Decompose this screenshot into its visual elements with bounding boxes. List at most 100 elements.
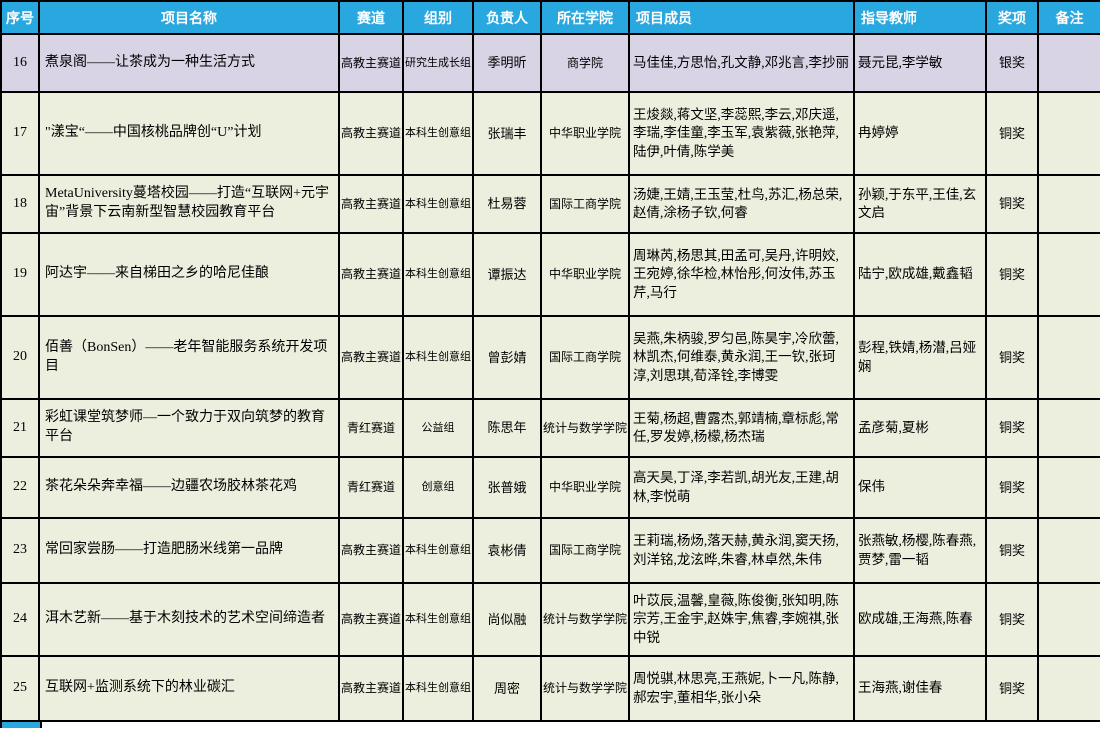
header-row: 序号 项目名称 赛道 组别 负责人 所在学院 项目成员 指导教师 奖项 备注 — [0, 0, 1100, 35]
cell-members: 王菊,杨超,曹露杰,郭靖楠,章标彪,常任,罗发婷,杨檬,杨杰瑞 — [628, 398, 855, 458]
cell-college: 中华职业学院 — [540, 232, 630, 317]
cell-college: 中华职业学院 — [540, 91, 630, 176]
cell-college: 国际工商学院 — [540, 517, 630, 584]
cell-award: 铜奖 — [985, 456, 1039, 519]
column-header-members: 项目成员 — [628, 0, 855, 35]
cell-remark — [1037, 582, 1100, 657]
cell-track: 高教主赛道 — [338, 91, 404, 176]
table-row: 24 洱木艺新——基于木刻技术的艺术空间缔造者 高教主赛道 本科生创意组 尚似融 统计与数… — [0, 582, 1100, 657]
table-row: 18 MetaUniversity蔓塔校园——打造“互联网+元宇宙”背景下云南新型… — [0, 174, 1100, 234]
cell-name: MetaUniversity蔓塔校园——打造“互联网+元宇宙”背景下云南新型智慧… — [38, 174, 340, 234]
cell-leader: 周密 — [472, 655, 542, 722]
cell-award: 铜奖 — [985, 398, 1039, 458]
cell-group: 公益组 — [402, 398, 474, 458]
cell-advisors: 彭程,铁婧,杨潜,吕娅娴 — [853, 315, 987, 400]
cell-remark — [1037, 91, 1100, 176]
cell-leader: 张瑞丰 — [472, 91, 542, 176]
cell-members: 周琳芮,杨思其,田孟可,吴丹,许明姣,王宛婷,徐华检,林怡彤,何汝伟,苏玉芹,马… — [628, 232, 855, 317]
cell-members: 吴燕,朱柄骏,罗匀邑,陈昊宇,冷欣蕾,林凯杰,何维泰,黄永润,王一钦,张珂淳,刘… — [628, 315, 855, 400]
cell-leader: 陈思年 — [472, 398, 542, 458]
cell-no: 19 — [0, 232, 40, 317]
table-row: 25 互联网+监测系统下的林业碳汇 高教主赛道 本科生创意组 周密 统计与数学学院 周悦骐,… — [0, 655, 1100, 722]
cell-no: 21 — [0, 398, 40, 458]
cell-members: 叶苡辰,温馨,皇薇,陈俊衡,张知明,陈宗芳,王金宇,赵姝宇,焦睿,李婉祺,张中锐 — [628, 582, 855, 657]
cell-track: 青红赛道 — [338, 398, 404, 458]
cell-no: 24 — [0, 582, 40, 657]
cell-award: 铜奖 — [985, 91, 1039, 176]
cell-name: 阿达宇——来自梯田之乡的哈尼佳酿 — [38, 232, 340, 317]
cell-members: 汤婕,王婧,王玉莹,杜鸟,苏汇,杨总荣,赵倩,涂杨子钦,何睿 — [628, 174, 855, 234]
cell-advisors: 张燕敏,杨樱,陈春燕,贾梦,雷一韬 — [853, 517, 987, 584]
cell-name: 佰善（BonSen）——老年智能服务系统开发项目 — [38, 315, 340, 400]
cell-name: "漾宝“——中国核桃品牌创“U”计划 — [38, 91, 340, 176]
cell-group: 本科生创意组 — [402, 517, 474, 584]
cell-group: 创意组 — [402, 456, 474, 519]
cell-no: 18 — [0, 174, 40, 234]
next-row-partial — [0, 722, 1100, 728]
column-header-college: 所在学院 — [540, 0, 630, 35]
cell-college: 统计与数学学院 — [540, 655, 630, 722]
table-row: 19 阿达宇——来自梯田之乡的哈尼佳酿 高教主赛道 本科生创意组 谭振达 中华职业学院 周琳… — [0, 232, 1100, 317]
cell-remark — [1037, 398, 1100, 458]
cell-members: 王莉瑞,杨炀,落天赫,黄永润,窦天扬,刘洋铭,龙泫晔,朱睿,林卓然,朱伟 — [628, 517, 855, 584]
column-header-name: 项目名称 — [38, 0, 340, 35]
cell-group: 本科生创意组 — [402, 174, 474, 234]
cell-advisors: 冉婷婷 — [853, 91, 987, 176]
column-header-remark: 备注 — [1037, 0, 1100, 35]
cell-college: 国际工商学院 — [540, 315, 630, 400]
cell-no: 25 — [0, 655, 40, 722]
cell-name: 彩虹课堂筑梦师—一个致力于双向筑梦的教育平台 — [38, 398, 340, 458]
cell-remark — [1037, 33, 1100, 93]
cell-advisors: 聂元昆,李学敏 — [853, 33, 987, 93]
table-row: 22 茶花朵朵奔幸福——边疆农场胶林茶花鸡 青红赛道 创意组 张普娥 中华职业学院 高天昊,… — [0, 456, 1100, 519]
table-row: 21 彩虹课堂筑梦师—一个致力于双向筑梦的教育平台 青红赛道 公益组 陈思年 统计与数学学… — [0, 398, 1100, 458]
next-row-first-cell — [0, 722, 42, 728]
cell-advisors: 王海燕,谢佳春 — [853, 655, 987, 722]
cell-track: 高教主赛道 — [338, 655, 404, 722]
cell-award: 银奖 — [985, 33, 1039, 93]
cell-remark — [1037, 232, 1100, 317]
cell-advisors: 欧成雄,王海燕,陈春 — [853, 582, 987, 657]
cell-track: 高教主赛道 — [338, 33, 404, 93]
cell-award: 铜奖 — [985, 655, 1039, 722]
cell-award: 铜奖 — [985, 582, 1039, 657]
cell-college: 中华职业学院 — [540, 456, 630, 519]
cell-no: 20 — [0, 315, 40, 400]
cell-name: 茶花朵朵奔幸福——边疆农场胶林茶花鸡 — [38, 456, 340, 519]
table-row: 16 煮泉阁——让茶成为一种生活方式 高教主赛道 研究生成长组 季明昕 商学院 马佳佳,方思… — [0, 33, 1100, 93]
cell-advisors: 保伟 — [853, 456, 987, 519]
cell-name: 常回家尝肠——打造肥肠米线第一品牌 — [38, 517, 340, 584]
column-header-award: 奖项 — [985, 0, 1039, 35]
column-header-advisors: 指导教师 — [853, 0, 987, 35]
column-header-no: 序号 — [0, 0, 40, 35]
cell-college: 统计与数学学院 — [540, 398, 630, 458]
cell-group: 本科生创意组 — [402, 91, 474, 176]
table-row: 23 常回家尝肠——打造肥肠米线第一品牌 高教主赛道 本科生创意组 袁彬倩 国际工商学院王… — [0, 517, 1100, 584]
cell-track: 青红赛道 — [338, 456, 404, 519]
cell-leader: 尚似融 — [472, 582, 542, 657]
cell-no: 23 — [0, 517, 40, 584]
cell-advisors: 陆宁,欧成雄,戴鑫韬 — [853, 232, 987, 317]
cell-leader: 谭振达 — [472, 232, 542, 317]
cell-leader: 杜易蓉 — [472, 174, 542, 234]
cell-track: 高教主赛道 — [338, 315, 404, 400]
cell-group: 本科生创意组 — [402, 655, 474, 722]
column-header-group: 组别 — [402, 0, 474, 35]
cell-leader: 曾彭婧 — [472, 315, 542, 400]
cell-members: 周悦骐,林思亮,王燕妮,卜一凡,陈静,郝宏宇,董相华,张小朵 — [628, 655, 855, 722]
cell-no: 16 — [0, 33, 40, 93]
cell-college: 国际工商学院 — [540, 174, 630, 234]
cell-track: 高教主赛道 — [338, 517, 404, 584]
cell-members: 高天昊,丁泽,李若凯,胡光友,王建,胡林,李悦萌 — [628, 456, 855, 519]
cell-remark — [1037, 174, 1100, 234]
cell-college: 统计与数学学院 — [540, 582, 630, 657]
column-header-leader: 负责人 — [472, 0, 542, 35]
cell-members: 王焌燚,蒋文坚,李蕊熙,李云,邓庆遥,李瑞,李佳童,李玉军,袁紫薇,张艳萍,陆伊… — [628, 91, 855, 176]
cell-remark — [1037, 655, 1100, 722]
cell-advisors: 孟彦菊,夏彬 — [853, 398, 987, 458]
cell-name: 洱木艺新——基于木刻技术的艺术空间缔造者 — [38, 582, 340, 657]
awards-table: 序号 项目名称 赛道 组别 负责人 所在学院 项目成员 指导教师 奖项 备注 16 煮泉阁——让茶成… — [0, 0, 1100, 722]
cell-group: 本科生创意组 — [402, 315, 474, 400]
cell-group: 本科生创意组 — [402, 232, 474, 317]
